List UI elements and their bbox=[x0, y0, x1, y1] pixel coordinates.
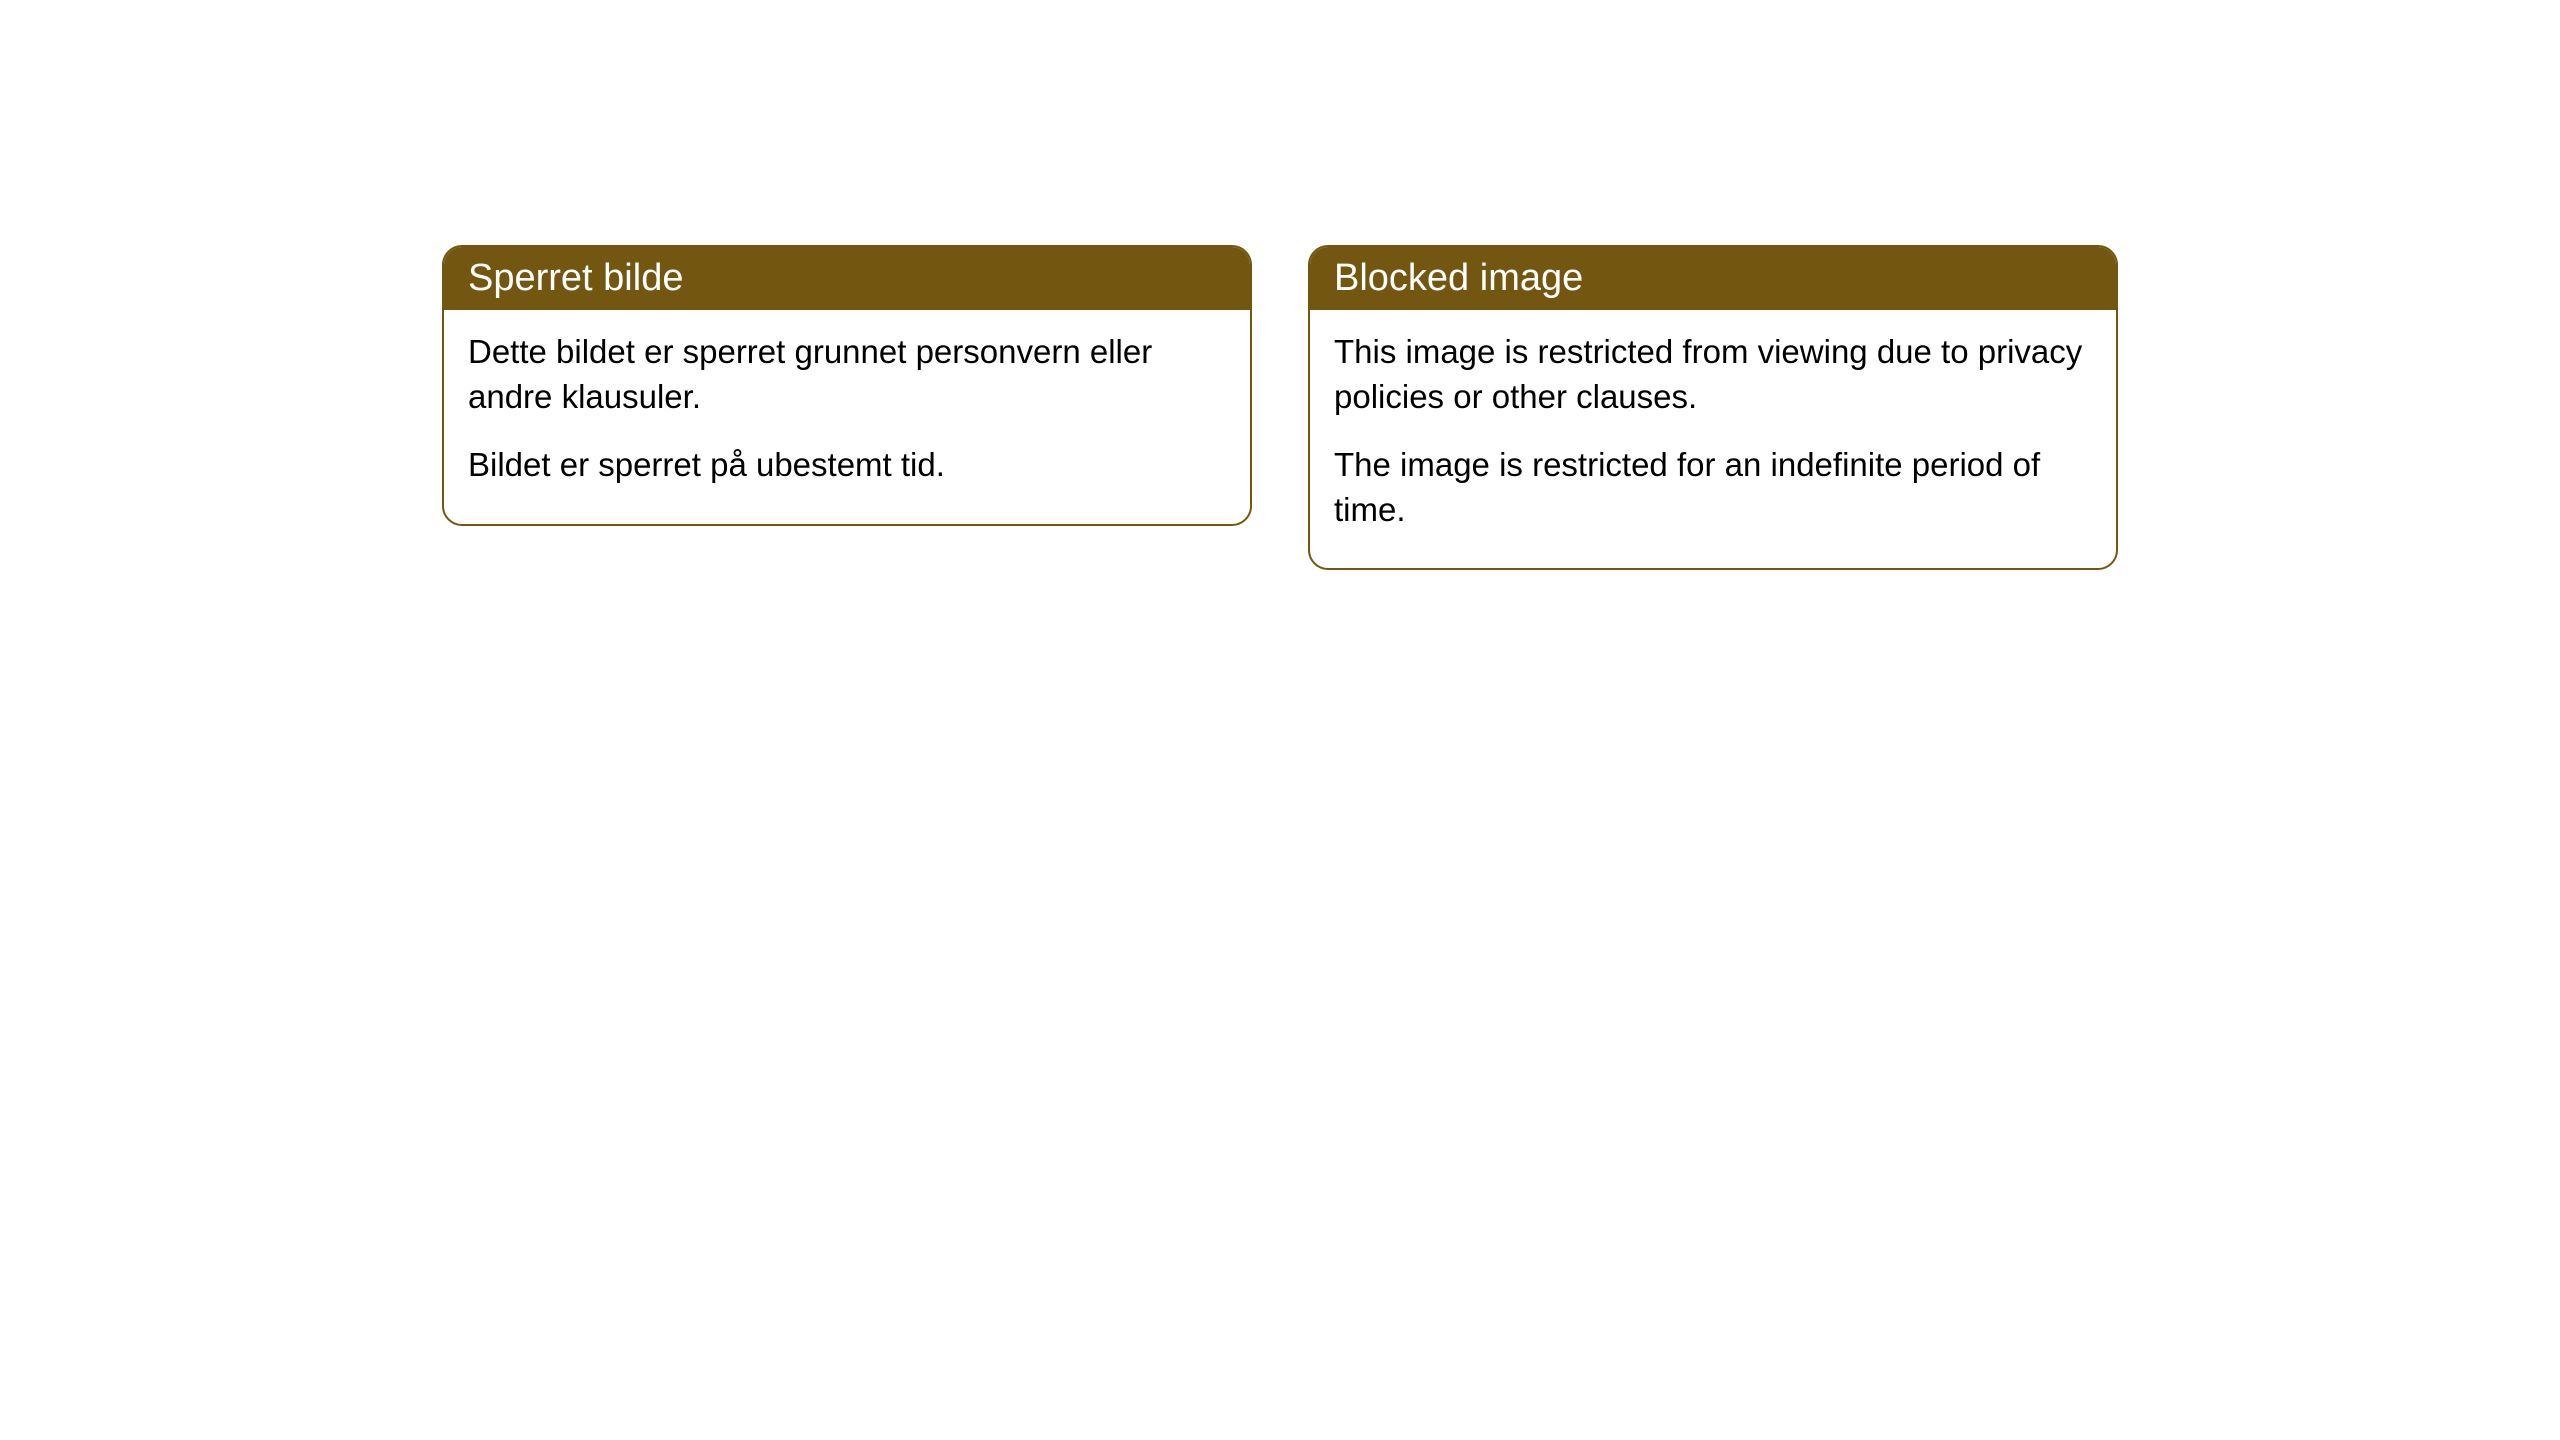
cards-container: Sperret bilde Dette bildet er sperret gr… bbox=[442, 245, 2118, 1440]
blocked-image-card-english: Blocked image This image is restricted f… bbox=[1308, 245, 2118, 570]
card-paragraph: Bildet er sperret på ubestemt tid. bbox=[468, 443, 1226, 488]
card-paragraph: The image is restricted for an indefinit… bbox=[1334, 443, 2092, 532]
card-header: Blocked image bbox=[1310, 247, 2116, 310]
card-body: Dette bildet er sperret grunnet personve… bbox=[444, 310, 1250, 524]
card-paragraph: This image is restricted from viewing du… bbox=[1334, 330, 2092, 419]
card-paragraph: Dette bildet er sperret grunnet personve… bbox=[468, 330, 1226, 419]
blocked-image-card-norwegian: Sperret bilde Dette bildet er sperret gr… bbox=[442, 245, 1252, 526]
card-body: This image is restricted from viewing du… bbox=[1310, 310, 2116, 568]
card-header: Sperret bilde bbox=[444, 247, 1250, 310]
